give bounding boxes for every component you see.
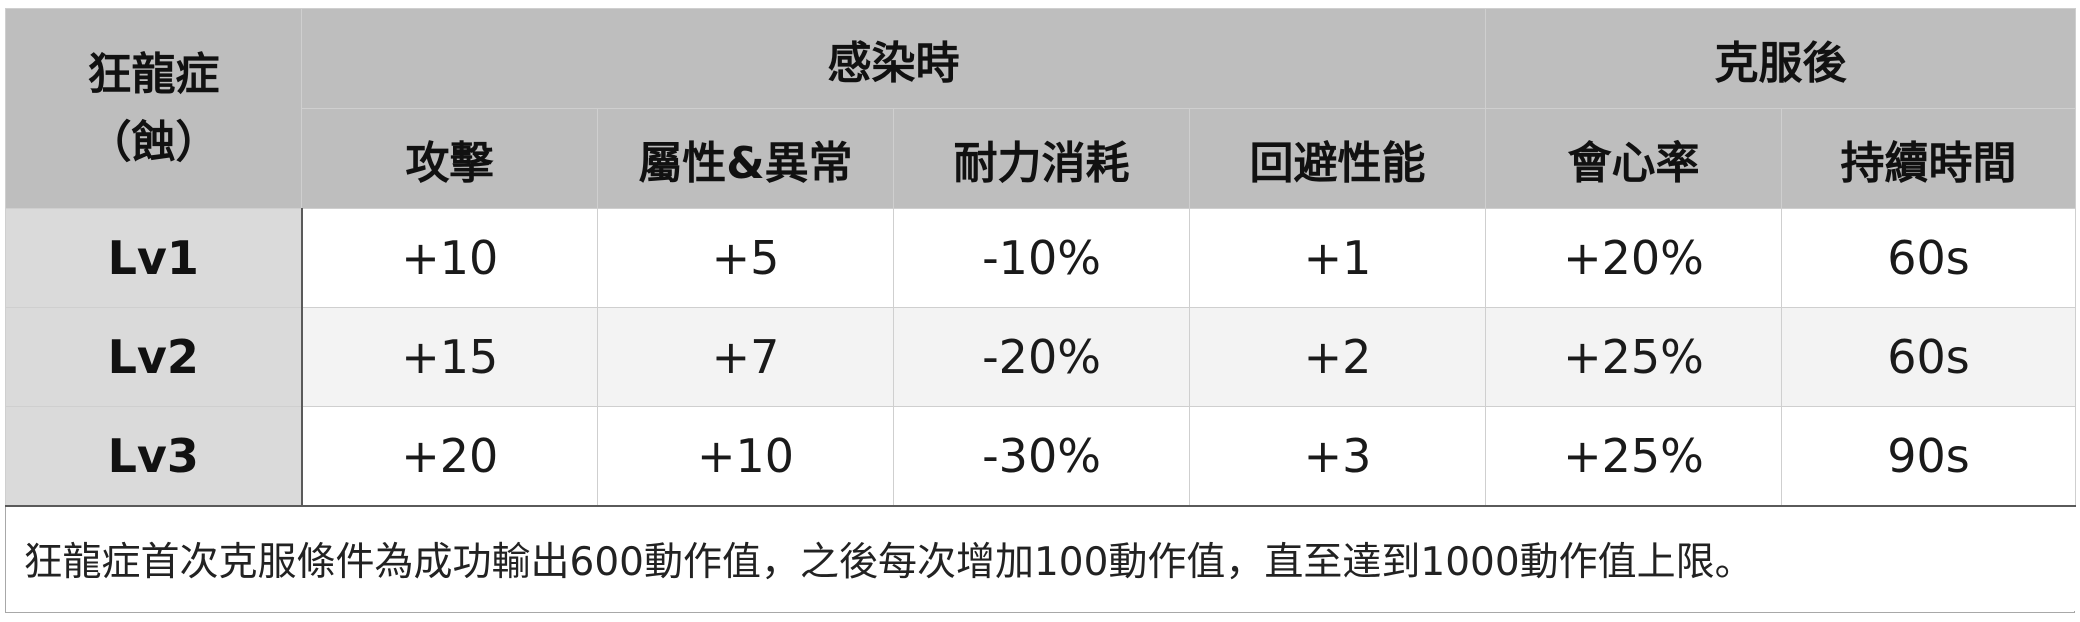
stamina-cost-cell: -20% — [893, 307, 1190, 407]
header-row-columns: 攻擊 屬性&異常 耐力消耗 回避性能 會心率 持續時間 — [6, 108, 2076, 209]
level-cell: Lv3 — [5, 406, 303, 507]
level-cell: Lv2 — [5, 307, 303, 407]
affinity-cell: +25% — [1485, 406, 1782, 507]
element-status-cell: +7 — [597, 307, 894, 407]
col-header-evade: 回避性能 — [1189, 108, 1486, 209]
note-row: 狂龍症首次克服條件為成功輸出600動作值，之後每次增加100動作值，直至達到10… — [5, 505, 2076, 611]
group-header-infected: 感染時 — [301, 8, 1486, 109]
col-header-attack: 攻擊 — [301, 108, 598, 209]
table-row: Lv3 +20 +10 -30% +3 +25% 90s — [5, 406, 2076, 507]
duration-cell: 60s — [1781, 307, 2076, 407]
stamina-cost-cell: -30% — [893, 406, 1190, 507]
evade-cell: +2 — [1189, 307, 1486, 407]
evade-cell: +1 — [1189, 208, 1486, 308]
corner-header: 狂龍症 （蝕） — [5, 8, 302, 209]
header-row-groups: 狂龍症 （蝕） 感染時 克服後 — [5, 8, 2076, 209]
duration-cell: 60s — [1781, 208, 2076, 308]
group-header-overcome: 克服後 — [1485, 8, 2076, 109]
col-header-element-status: 屬性&異常 — [597, 108, 894, 209]
evade-cell: +3 — [1189, 406, 1486, 507]
affinity-cell: +20% — [1485, 208, 1782, 308]
attack-cell: +15 — [301, 307, 598, 407]
footnote-text: 狂龍症首次克服條件為成功輸出600動作值，之後每次增加100動作值，直至達到10… — [5, 505, 2076, 611]
table-row: Lv1 +10 +5 -10% +1 +20% 60s — [5, 208, 2076, 308]
element-status-cell: +5 — [597, 208, 894, 308]
col-header-affinity: 會心率 — [1485, 108, 1782, 209]
stamina-cost-cell: -10% — [893, 208, 1190, 308]
corner-title: 狂龍症 — [87, 48, 220, 100]
level-cell: Lv1 — [5, 208, 303, 308]
corner-subtitle: （蝕） — [87, 116, 220, 168]
duration-cell: 90s — [1781, 406, 2076, 507]
attack-cell: +20 — [301, 406, 598, 507]
col-header-stamina-cost: 耐力消耗 — [893, 108, 1190, 209]
attack-cell: +10 — [301, 208, 598, 308]
affinity-cell: +25% — [1485, 307, 1782, 407]
frenzy-stats-table: 狂龍症 （蝕） 感染時 克服後 攻擊 屬性&異常 耐力消耗 回避性能 會心率 持… — [5, 8, 2076, 611]
col-header-duration: 持續時間 — [1781, 108, 2076, 209]
table-row: Lv2 +15 +7 -20% +2 +25% 60s — [5, 307, 2076, 407]
element-status-cell: +10 — [597, 406, 894, 507]
